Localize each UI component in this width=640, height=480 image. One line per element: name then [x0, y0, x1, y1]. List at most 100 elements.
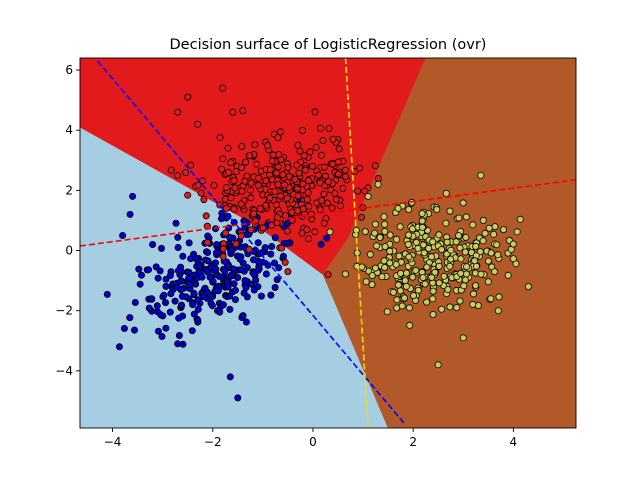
point-class-1 — [306, 148, 314, 156]
point-class-2 — [393, 235, 401, 243]
point-class-1 — [298, 229, 306, 237]
point-class-1 — [371, 162, 379, 170]
point-class-2 — [380, 213, 388, 221]
point-class-1 — [245, 152, 253, 160]
point-class-0 — [173, 283, 181, 291]
point-class-2 — [442, 189, 450, 197]
point-class-1 — [320, 219, 328, 227]
point-class-0 — [243, 293, 251, 301]
point-class-2 — [494, 251, 502, 259]
point-class-0 — [166, 308, 174, 316]
point-class-2 — [386, 231, 394, 239]
y-tick-label: 4 — [65, 123, 73, 137]
point-class-1 — [321, 163, 329, 171]
point-class-2 — [381, 263, 389, 271]
point-class-2 — [495, 293, 503, 301]
point-class-2 — [374, 180, 382, 188]
point-class-0 — [216, 308, 224, 316]
point-class-0 — [175, 314, 183, 322]
point-class-2 — [371, 229, 379, 237]
point-class-0 — [145, 304, 153, 312]
point-class-1 — [316, 179, 324, 187]
point-class-1 — [203, 238, 211, 246]
point-class-1 — [247, 179, 255, 187]
point-class-1 — [194, 181, 202, 189]
point-class-0 — [103, 290, 111, 298]
point-class-1 — [291, 175, 299, 183]
point-class-1 — [242, 158, 250, 166]
point-class-2 — [472, 242, 480, 250]
decision-lines — [80, 58, 576, 428]
point-class-0 — [154, 327, 162, 335]
point-class-0 — [135, 265, 143, 273]
point-class-1 — [184, 93, 192, 101]
point-class-2 — [456, 297, 464, 305]
point-class-2 — [429, 310, 437, 318]
point-class-2 — [418, 223, 426, 231]
point-class-0 — [149, 240, 157, 248]
point-class-1 — [293, 161, 301, 169]
point-class-0 — [178, 292, 186, 300]
point-class-2 — [494, 307, 502, 315]
point-class-2 — [462, 233, 470, 241]
point-class-2 — [447, 255, 455, 263]
point-class-1 — [316, 124, 324, 132]
point-class-1 — [281, 258, 289, 266]
point-class-1 — [229, 108, 237, 116]
point-class-2 — [487, 249, 495, 257]
point-class-0 — [254, 239, 262, 247]
point-class-2 — [412, 266, 420, 274]
point-class-0 — [231, 296, 239, 304]
point-class-2 — [396, 287, 404, 295]
point-class-0 — [215, 272, 223, 280]
point-class-0 — [198, 273, 206, 281]
point-class-2 — [456, 244, 464, 252]
point-class-1 — [277, 192, 285, 200]
point-class-1 — [266, 166, 274, 174]
point-class-2 — [461, 276, 469, 284]
point-class-2 — [358, 263, 366, 271]
point-class-1 — [202, 212, 210, 220]
point-class-0 — [131, 298, 139, 306]
point-class-0 — [229, 265, 237, 273]
point-class-0 — [174, 267, 182, 275]
point-class-0 — [243, 264, 251, 272]
point-class-0 — [228, 246, 236, 254]
point-class-2 — [431, 268, 439, 276]
x-tick-label: 4 — [510, 435, 518, 449]
point-class-1 — [246, 186, 254, 194]
point-class-2 — [418, 210, 426, 218]
point-class-2 — [368, 272, 376, 280]
point-class-0 — [204, 257, 212, 265]
point-class-2 — [459, 199, 467, 207]
point-class-1 — [268, 157, 276, 165]
point-class-0 — [152, 263, 160, 271]
point-class-0 — [237, 266, 245, 274]
point-class-1 — [354, 187, 362, 195]
point-class-0 — [177, 301, 185, 309]
point-class-0 — [157, 311, 165, 319]
decision-line-class-1 — [80, 179, 576, 247]
x-tick-label: −2 — [204, 435, 222, 449]
data-points — [103, 84, 532, 402]
point-class-2 — [378, 273, 386, 281]
point-class-0 — [119, 231, 127, 239]
point-class-0 — [214, 287, 222, 295]
point-class-2 — [471, 257, 479, 265]
point-class-2 — [438, 246, 446, 254]
point-class-1 — [272, 169, 280, 177]
point-class-2 — [394, 281, 402, 289]
point-class-2 — [452, 238, 460, 246]
x-tick-label: −4 — [104, 435, 122, 449]
point-class-0 — [273, 276, 281, 284]
point-class-1 — [227, 194, 235, 202]
point-class-2 — [397, 269, 405, 277]
point-class-1 — [283, 227, 291, 235]
point-class-0 — [158, 332, 166, 340]
point-class-2 — [457, 255, 465, 263]
point-class-2 — [513, 228, 521, 236]
point-class-2 — [481, 229, 489, 237]
point-class-1 — [187, 161, 195, 169]
point-class-1 — [341, 166, 349, 174]
point-class-2 — [469, 300, 477, 308]
